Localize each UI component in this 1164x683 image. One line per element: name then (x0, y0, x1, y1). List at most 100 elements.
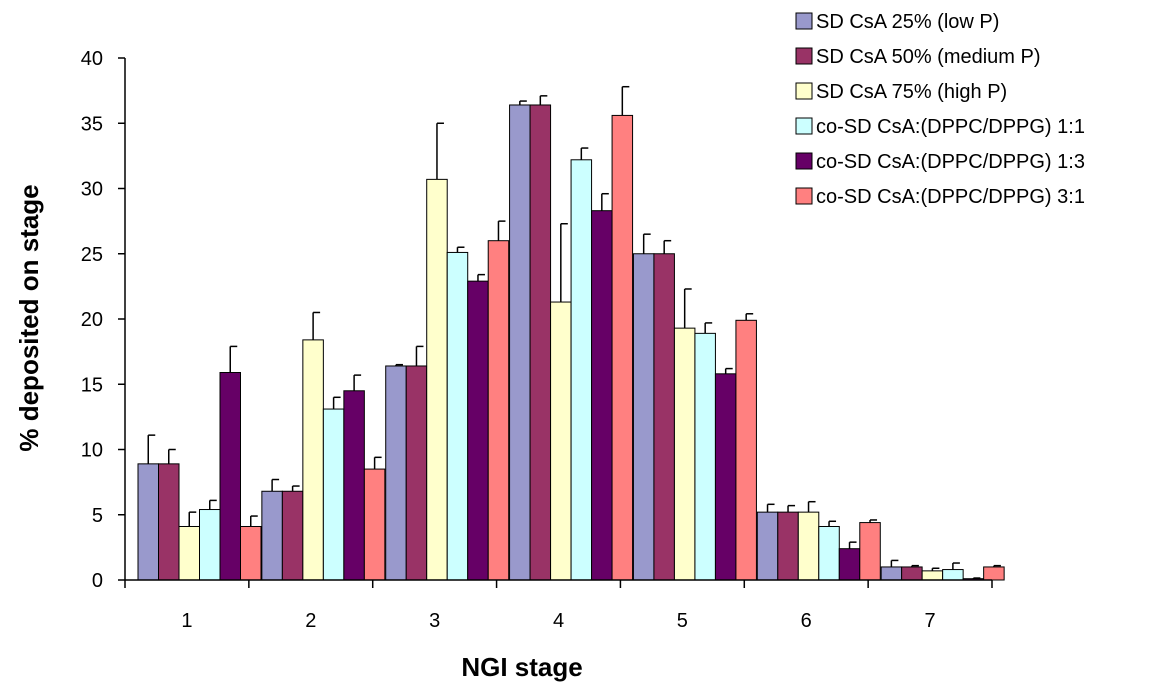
error-bar-s5-cat1 (230, 346, 237, 372)
bar-s6-cat3 (488, 241, 509, 580)
x-tick-label: 7 (925, 610, 936, 632)
x-tick-label: 1 (181, 610, 192, 632)
bar-s4-cat7 (943, 570, 964, 580)
legend: SD CsA 25% (low P) SD CsA 50% (medium P) S… (796, 11, 1085, 208)
bar-s4-cat1 (200, 510, 221, 580)
error-bar-s1-cat6 (768, 504, 775, 512)
error-bar-s5-cat6 (850, 542, 857, 549)
bar-s4-cat6 (819, 526, 840, 580)
y-tick-label: 20 (81, 309, 103, 331)
bar-s6-cat6 (860, 523, 881, 580)
error-bar-s4-cat5 (705, 323, 712, 333)
bar-s1-cat2 (262, 491, 283, 580)
bars-layer (138, 105, 1004, 580)
error-bar-s3-cat6 (809, 502, 816, 512)
error-bar-s4-cat6 (829, 521, 836, 526)
x-tick-label: 4 (553, 610, 564, 632)
x-tick-label: 2 (305, 610, 316, 632)
error-bar-s4-cat3 (457, 247, 464, 252)
error-bar-s4-cat4 (581, 148, 588, 160)
bar-s4-cat4 (571, 160, 592, 580)
bar-s3-cat6 (798, 512, 819, 580)
legend-swatch (796, 188, 812, 204)
bar-s2-cat2 (282, 491, 303, 580)
bar-s3-cat7 (922, 571, 943, 580)
bar-s2-cat1 (159, 464, 180, 580)
bar-s6-cat5 (736, 320, 757, 580)
bar-s5-cat4 (592, 211, 613, 580)
bar-s1-cat3 (386, 366, 407, 580)
bar-s1-cat4 (510, 105, 530, 580)
y-tick-label: 35 (81, 113, 103, 135)
bar-s3-cat4 (551, 302, 572, 580)
error-bar-s1-cat1 (148, 435, 155, 464)
legend-label: SD CsA 50% (medium P) (816, 46, 1041, 68)
error-bar-s6-cat2 (375, 457, 382, 469)
bar-s6-cat4 (612, 115, 633, 580)
bar-s5-cat1 (220, 373, 241, 580)
bar-s5-cat5 (715, 374, 736, 580)
y-tick-label: 40 (81, 48, 103, 70)
bar-s2-cat7 (902, 567, 923, 580)
error-bar-s6-cat3 (498, 221, 505, 241)
error-bar-s2-cat2 (293, 486, 300, 491)
legend-swatch (796, 153, 812, 169)
legend-item-4: co-SD CsA:(DPPC/DPPG) 1:1 (796, 116, 1085, 138)
error-bar-s2-cat4 (540, 96, 547, 105)
error-bar-s5-cat2 (354, 375, 361, 391)
bar-s1-cat1 (138, 464, 159, 580)
legend-label: SD CsA 25% (low P) (816, 11, 999, 33)
legend-item-6: co-SD CsA:(DPPC/DPPG) 3:1 (796, 186, 1085, 208)
error-bar-s1-cat4 (520, 101, 527, 105)
y-tick-label: 5 (92, 505, 103, 527)
y-tick-labels: 0 5 10 15 20 25 30 35 40 (81, 48, 103, 592)
bar-s5-cat6 (839, 549, 860, 580)
legend-item-3: SD CsA 75% (high P) (796, 81, 1007, 103)
error-bar-s4-cat7 (953, 563, 960, 570)
error-bar-s3-cat2 (313, 312, 320, 339)
error-bar-s2-cat5 (664, 241, 671, 254)
x-tick-labels: 1 2 3 4 5 6 7 (181, 610, 935, 632)
error-bar-s6-cat5 (746, 314, 753, 321)
bar-s4-cat2 (323, 409, 344, 580)
y-tick-label: 10 (81, 440, 103, 462)
bar-s5-cat3 (468, 281, 489, 580)
bar-s3-cat3 (427, 179, 448, 580)
error-bar-s1-cat5 (644, 234, 651, 254)
legend-swatch (796, 48, 812, 64)
bar-s3-cat2 (303, 340, 324, 580)
x-tick-label: 6 (801, 610, 812, 632)
y-axis-title: % deposited on stage (14, 184, 44, 451)
y-tick-label: 0 (92, 570, 103, 592)
bar-s2-cat4 (530, 105, 551, 580)
bar-s5-cat2 (344, 391, 365, 580)
legend-item-2: SD CsA 50% (medium P) (796, 46, 1041, 68)
legend-label: co-SD CsA:(DPPC/DPPG) 1:3 (816, 151, 1085, 173)
error-bar-s3-cat5 (685, 289, 692, 328)
legend-label: SD CsA 75% (high P) (816, 81, 1007, 103)
error-bar-s4-cat1 (210, 500, 217, 509)
error-bar-s6-cat1 (251, 516, 258, 526)
bar-s1-cat7 (881, 567, 902, 580)
legend-item-5: co-SD CsA:(DPPC/DPPG) 1:3 (796, 151, 1085, 173)
legend-label: co-SD CsA:(DPPC/DPPG) 3:1 (816, 186, 1085, 208)
legend-swatch (796, 13, 812, 29)
y-tick-label: 25 (81, 244, 103, 266)
error-bar-s1-cat7 (891, 560, 898, 567)
y-tick-label: 30 (81, 179, 103, 201)
bar-s2-cat6 (778, 512, 799, 580)
error-bar-s3-cat3 (437, 123, 444, 179)
error-bar-s6-cat4 (622, 87, 629, 116)
error-bar-s2-cat6 (788, 506, 795, 513)
error-bar-s2-cat1 (169, 450, 176, 464)
error-bar-s3-cat4 (561, 224, 568, 302)
error-bar-s3-cat1 (189, 512, 196, 526)
bar-s3-cat5 (674, 328, 695, 580)
y-tick-label: 15 (81, 374, 103, 396)
error-bar-s5-cat7 (973, 578, 980, 579)
error-bar-s4-cat2 (334, 397, 341, 409)
x-tick-label: 3 (429, 610, 440, 632)
bar-s6-cat2 (364, 469, 385, 580)
